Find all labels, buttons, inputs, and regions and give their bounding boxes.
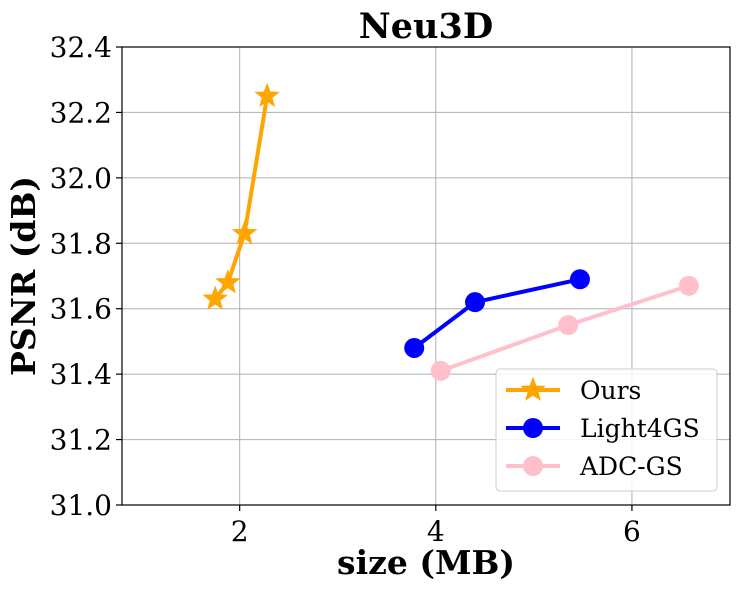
ticks: 2 4 6 31.0 31.2 31.4 31.6 31.8 32.0 32.2 32.4 [50,31,641,548]
x-tick-label: 2 [231,515,249,548]
y-tick-label: 32.2 [50,96,112,129]
legend-label-adc-gs: ADC-GS [579,452,683,481]
legend-label-ours: Ours [580,376,641,405]
legend-marker-ours [520,376,546,401]
data-point-light4gs [404,337,425,358]
data-point-ours [231,220,258,245]
y-tick-label: 31.2 [50,424,112,457]
series-line-light4gs [412,277,582,350]
data-point-adc-gs [558,315,579,336]
data-point-ours [254,82,280,107]
data-point-light4gs [465,292,486,313]
x-tick-label: 4 [427,515,445,548]
y-tick-label: 31.0 [50,489,112,522]
plot-frame [121,46,731,506]
legend: Ours Light4GS ADC-GS [495,368,718,492]
y-tick-label: 31.6 [50,293,112,326]
data-point-adc-gs [430,360,451,381]
legend-box [495,368,718,492]
legend-marker-light4gs [523,418,543,438]
y-tick-label: 31.8 [50,227,112,260]
data-point-light4gs [569,269,590,290]
legend-entry-light4gs: Light4GS [506,414,700,443]
x-axis-label: size (MB) [337,543,515,582]
legend-label-light4gs: Light4GS [580,414,700,443]
y-axis-label: PSNR (dB) [4,176,43,376]
series-light4gs [404,269,590,358]
data-point-ours [202,285,228,310]
series-line-ours [213,94,270,301]
series-layer [202,82,699,381]
legend-entry-ours: Ours [506,376,641,405]
y-tick-label: 32.4 [50,31,112,64]
legend-marker-adc-gs [523,456,543,476]
data-point-adc-gs [678,275,699,296]
data-point-ours [215,269,241,294]
chart-title: Neu3D [359,6,493,47]
y-tick-label: 31.4 [50,358,112,391]
series-adc-gs [430,275,699,381]
legend-entry-adc-gs: ADC-GS [506,452,683,481]
y-tick-label: 32.0 [50,162,112,195]
series-ours [202,82,280,310]
x-tick-label: 6 [623,515,641,548]
